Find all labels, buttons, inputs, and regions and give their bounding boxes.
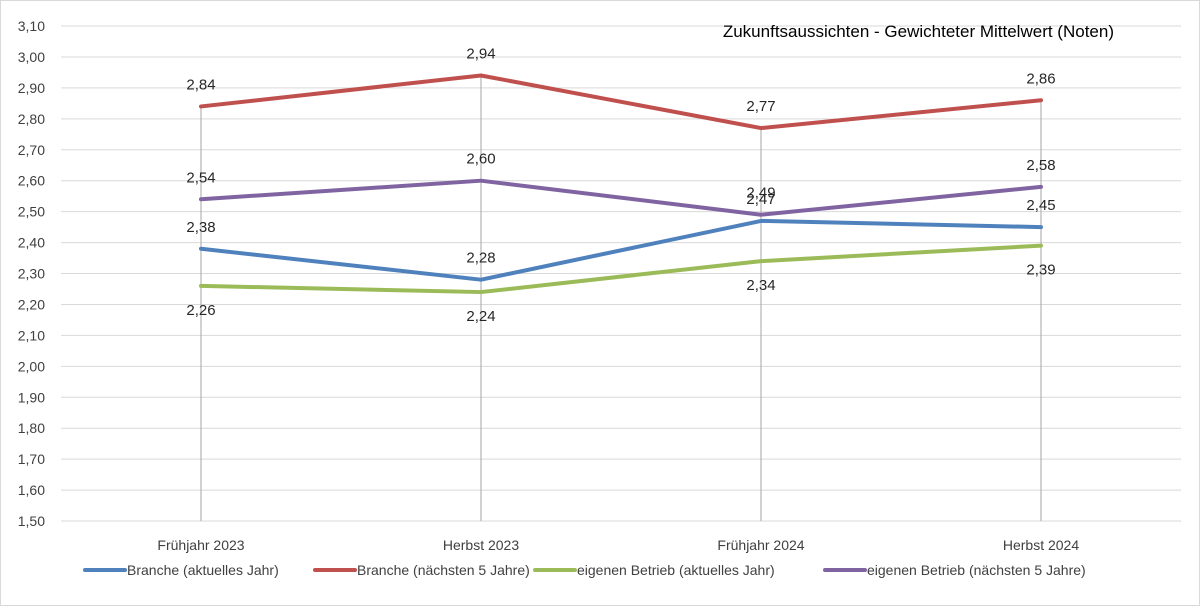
series-line (199, 243, 1043, 295)
y-tick-label: 1,80 (18, 420, 45, 436)
data-label: 2,94 (466, 46, 495, 63)
y-tick-label: 2,70 (18, 142, 45, 158)
data-label: 2,45 (1026, 197, 1055, 214)
data-label: 2,86 (1026, 70, 1055, 87)
data-label: 2,39 (1026, 262, 1055, 279)
y-tick-label: 3,10 (18, 18, 45, 34)
legend-label: eigenen Betrieb (aktuelles Jahr) (577, 562, 775, 578)
data-labels: 2,38 2,28 2,47 2,45 2,84 2,94 2,77 2,86 2,26 2,24… (186, 46, 1055, 326)
data-label: 2,28 (466, 250, 495, 267)
y-tick-label: 2,00 (18, 358, 45, 374)
data-label: 2,26 (186, 302, 215, 319)
data-label: 2,77 (746, 98, 775, 115)
data-label: 2,58 (1026, 157, 1055, 174)
data-label: 2,34 (746, 277, 775, 294)
y-tick-label: 2,60 (18, 173, 45, 189)
y-tick-label: 2,20 (18, 296, 45, 312)
y-tick-label: 2,50 (18, 204, 45, 220)
legend-label: eigenen Betrieb (nächsten 5 Jahre) (867, 562, 1086, 578)
y-tick-label: 3,00 (18, 49, 45, 65)
y-tick-label: 2,40 (18, 235, 45, 251)
series-lines (199, 73, 1043, 295)
series-line (199, 73, 1043, 131)
series-line (199, 218, 1043, 282)
y-tick-label: 1,70 (18, 451, 45, 467)
y-tick-label: 2,90 (18, 80, 45, 96)
x-category-label: Herbst 2024 (1003, 537, 1079, 553)
legend-label: Branche (nächsten 5 Jahre) (357, 562, 530, 578)
data-label: 2,38 (186, 219, 215, 236)
legend-label: Branche (aktuelles Jahr) (127, 562, 279, 578)
chart-title: Zukunftsaussichten - Gewichteter Mittelw… (723, 22, 1114, 41)
y-tick-label: 1,90 (18, 389, 45, 405)
y-tick-label: 2,30 (18, 266, 45, 282)
legend: Branche (aktuelles Jahr) Branche (nächste… (83, 562, 1086, 578)
data-label: 2,47 (746, 191, 775, 208)
x-axis-category-labels: Frühjahr 2023 Herbst 2023 Frühjahr 2024 Her… (157, 537, 1079, 553)
x-category-label: Frühjahr 2024 (717, 537, 804, 553)
x-category-label: Frühjahr 2023 (157, 537, 244, 553)
gridlines (61, 25, 1181, 522)
data-label: 2,24 (466, 308, 495, 325)
series-line (199, 178, 1043, 217)
data-label: 2,84 (186, 76, 215, 93)
y-tick-label: 2,10 (18, 327, 45, 343)
y-tick-label: 1,60 (18, 482, 45, 498)
y-tick-label: 2,80 (18, 111, 45, 127)
data-label: 2,54 (186, 169, 215, 186)
data-label: 2,60 (466, 151, 495, 168)
category-drop-lines (200, 75, 1042, 521)
data-label: 2,49 (746, 185, 775, 202)
y-axis-tick-labels: 1,50 1,60 1,70 1,80 1,90 2,00 2,10 2,20 2,30 2,40… (18, 18, 45, 529)
y-tick-label: 1,50 (18, 513, 45, 529)
x-category-label: Herbst 2023 (443, 537, 519, 553)
